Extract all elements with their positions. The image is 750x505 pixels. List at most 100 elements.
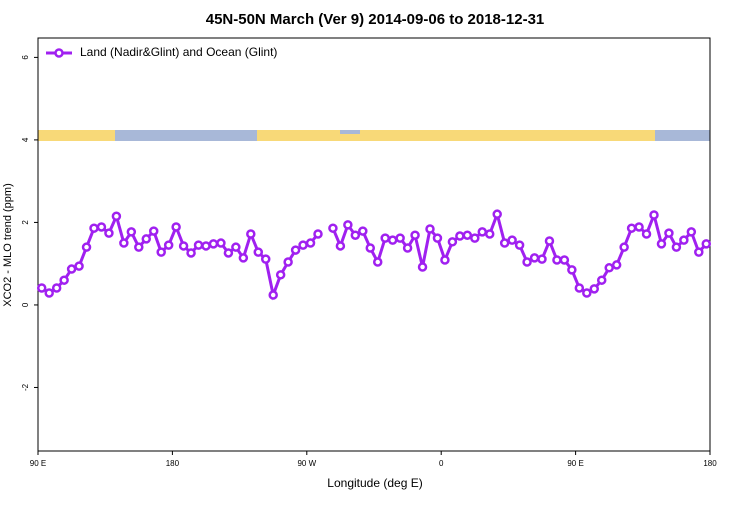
data-point bbox=[81, 242, 92, 252]
data-point bbox=[246, 229, 256, 239]
data-point bbox=[156, 247, 166, 257]
data-point bbox=[238, 253, 249, 263]
data-point bbox=[313, 229, 323, 239]
y-tick-label: 0 bbox=[21, 302, 30, 307]
data-point bbox=[223, 248, 234, 258]
ocean bbox=[115, 130, 257, 141]
data-point bbox=[619, 242, 629, 252]
data-point bbox=[66, 264, 77, 274]
data-point bbox=[111, 211, 122, 221]
data-point bbox=[163, 240, 174, 250]
data-point bbox=[350, 230, 361, 240]
data-point bbox=[649, 210, 659, 220]
x-tick-label: 180 bbox=[703, 459, 717, 468]
ocean bbox=[655, 130, 710, 141]
data-point bbox=[626, 223, 637, 233]
data-point bbox=[380, 233, 390, 243]
data-point bbox=[335, 241, 346, 251]
data-point bbox=[119, 238, 129, 248]
data-point bbox=[126, 227, 137, 237]
data-point bbox=[455, 231, 465, 241]
land bbox=[38, 130, 115, 141]
data-point bbox=[201, 241, 211, 251]
data-point bbox=[611, 260, 622, 270]
data-point bbox=[589, 284, 600, 294]
data-point bbox=[634, 222, 644, 232]
y-tick-label: 2 bbox=[21, 220, 30, 225]
x-tick-label: 90 E bbox=[567, 459, 583, 468]
data-point bbox=[186, 248, 196, 258]
data-point bbox=[596, 275, 607, 285]
data-point bbox=[462, 230, 473, 240]
data-point bbox=[440, 255, 450, 265]
data-point bbox=[283, 257, 293, 267]
data-point bbox=[44, 288, 54, 298]
data-point bbox=[141, 234, 152, 244]
data-point bbox=[447, 237, 458, 247]
data-point bbox=[387, 235, 398, 245]
data-point bbox=[686, 227, 697, 237]
x-tick-label: 90 W bbox=[297, 459, 316, 468]
data-point bbox=[268, 290, 278, 300]
data-point bbox=[395, 233, 405, 243]
data-point bbox=[171, 222, 181, 232]
ocean bbox=[340, 130, 360, 134]
x-tick-label: 90 E bbox=[30, 459, 46, 468]
data-point bbox=[358, 226, 368, 236]
y-tick-label: 4 bbox=[21, 137, 30, 142]
data-point bbox=[425, 224, 435, 234]
data-point bbox=[36, 283, 47, 293]
data-point bbox=[216, 238, 226, 248]
data-point bbox=[656, 239, 667, 249]
data-point bbox=[679, 235, 689, 245]
data-point bbox=[148, 226, 159, 236]
data-point bbox=[574, 283, 585, 293]
data-point bbox=[96, 222, 107, 232]
data-point bbox=[104, 228, 114, 238]
data-point bbox=[51, 283, 62, 293]
data-point bbox=[671, 242, 682, 252]
data-point bbox=[432, 233, 443, 243]
x-tick-label: 0 bbox=[439, 459, 444, 468]
chart-title: 45N-50N March (Ver 9) 2014-09-06 to 2018… bbox=[206, 11, 545, 28]
data-point bbox=[328, 223, 338, 233]
data-point bbox=[260, 254, 271, 264]
data-point bbox=[484, 229, 495, 239]
data-point bbox=[74, 261, 84, 271]
data-point bbox=[343, 220, 353, 230]
data-point bbox=[417, 262, 428, 272]
data-point bbox=[559, 255, 570, 265]
data-point bbox=[567, 265, 577, 275]
data-point bbox=[514, 240, 525, 250]
data-point bbox=[305, 238, 316, 248]
x-axis-label: Longitude (deg E) bbox=[327, 476, 422, 490]
data-point bbox=[664, 228, 674, 238]
data-point bbox=[537, 254, 547, 264]
map-strip bbox=[38, 130, 710, 141]
data-point bbox=[410, 230, 420, 240]
data-point bbox=[529, 253, 540, 263]
data-point bbox=[372, 257, 383, 267]
data-point bbox=[178, 241, 189, 251]
data-point bbox=[477, 227, 488, 237]
y-axis-label: XCO2 - MLO trend (ppm) bbox=[2, 183, 14, 306]
data-point bbox=[544, 236, 555, 246]
legend-marker bbox=[54, 48, 64, 58]
data-point bbox=[134, 242, 144, 252]
data-point bbox=[402, 243, 413, 253]
data-point bbox=[231, 242, 241, 252]
data-point bbox=[492, 209, 502, 219]
y-tick-label: -2 bbox=[21, 383, 30, 391]
data-point bbox=[552, 255, 562, 265]
data-point bbox=[582, 288, 592, 298]
data-point bbox=[470, 233, 480, 243]
land bbox=[257, 130, 655, 141]
data-point bbox=[298, 240, 308, 250]
data-point bbox=[193, 240, 204, 250]
y-tick-label: 6 bbox=[21, 55, 30, 60]
data-point bbox=[604, 263, 614, 273]
data-point bbox=[701, 239, 712, 249]
data-point bbox=[522, 257, 532, 267]
data-point bbox=[365, 243, 376, 253]
